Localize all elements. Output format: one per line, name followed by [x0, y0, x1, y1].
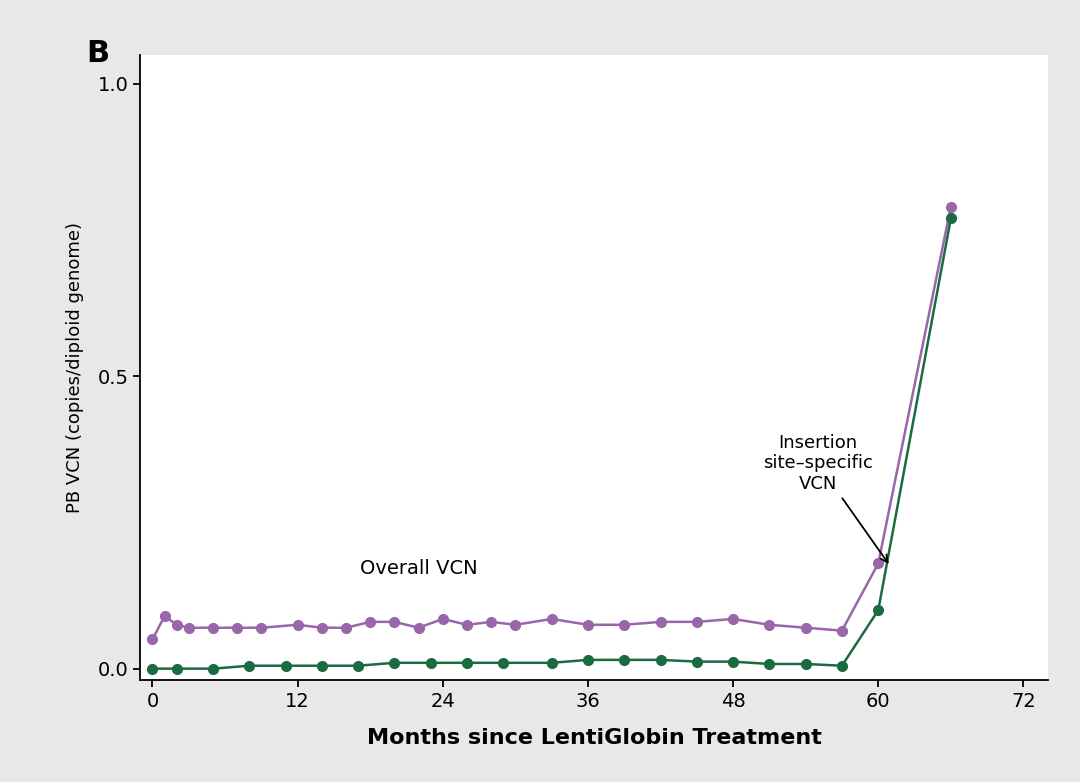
Text: Insertion
site–specific
VCN: Insertion site–specific VCN	[762, 434, 888, 562]
Text: B: B	[86, 39, 109, 68]
Text: Overall VCN: Overall VCN	[360, 559, 477, 578]
Y-axis label: PB VCN (copies/diploid genome): PB VCN (copies/diploid genome)	[66, 222, 84, 513]
X-axis label: Months since LentiGlobin Treatment: Months since LentiGlobin Treatment	[366, 728, 822, 748]
